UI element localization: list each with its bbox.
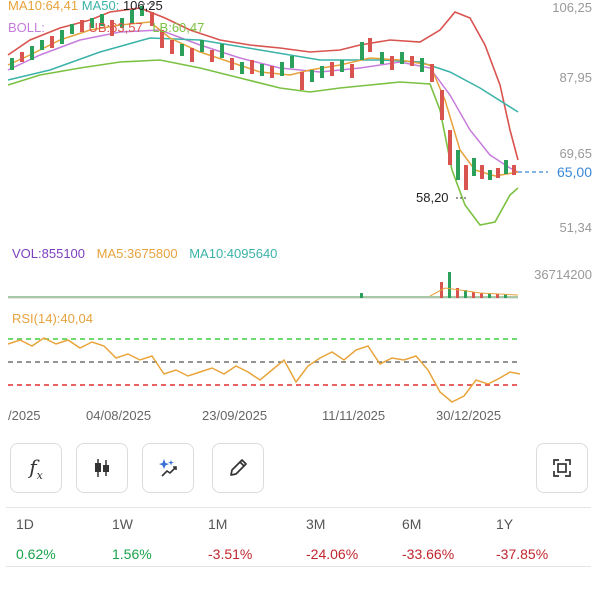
ma10-legend: MA10:64,41 <box>8 0 79 13</box>
ub-legend: UB:63,57 <box>88 20 143 35</box>
date-label: 30/12/2025 <box>436 408 502 423</box>
volume-chart[interactable] <box>0 268 600 304</box>
perf-period-label: 1W <box>112 516 133 532</box>
perf-change-value: -24.06% <box>306 546 359 562</box>
perf-period-label: 1M <box>208 516 228 532</box>
draw-button[interactable] <box>212 443 264 493</box>
perf-cell-1y[interactable]: 1Y -37.85% <box>496 516 548 562</box>
date-label: 11/11/2025 <box>322 408 386 423</box>
volume-legend: VOL:855100 MA5:3675800 MA10:4095640 <box>12 246 277 261</box>
low-price-marker: 58,20 <box>416 190 449 205</box>
candlestick-icon <box>95 459 109 477</box>
price-axis-label-top: 106,25 <box>552 0 592 15</box>
indicator-button[interactable]: fx <box>10 443 62 493</box>
ma50-legend: MA50: <box>81 0 120 13</box>
perf-period-label: 3M <box>306 516 326 532</box>
vol-ma10-legend: MA10:4095640 <box>189 246 278 261</box>
perf-cell-3m[interactable]: 3M -24.06% <box>306 516 358 562</box>
perf-period-label: 6M <box>402 516 422 532</box>
perf-change-value: -3.51% <box>208 546 253 562</box>
current-price-label: 65,00 <box>556 164 592 180</box>
lb-legend: LB:60,47 <box>152 20 205 35</box>
ai-sparkle-icon <box>159 459 177 477</box>
price-chart[interactable] <box>0 0 600 240</box>
price-legend-row2: BOLL: UB:63,57 LB:60,47 <box>8 20 204 35</box>
ma10-line <box>7 21 519 177</box>
perf-cell-1w[interactable]: 1W 1.56% <box>112 516 152 562</box>
performance-table: 1D 0.62% 1W 1.56% 1M -3.51% 3M -24.06% 6… <box>6 507 591 567</box>
candlesticks <box>10 6 516 190</box>
chart-toolbar: fx <box>0 443 600 495</box>
perf-change-value: -33.66% <box>402 546 455 562</box>
price-axis-label: 87,95 <box>559 70 592 85</box>
perf-period-label: 1D <box>16 516 34 532</box>
date-label: 04/08/2025 <box>86 408 152 423</box>
rsi-line <box>7 337 521 403</box>
chart-type-button[interactable] <box>76 443 128 493</box>
date-label: /2025 <box>8 408 41 423</box>
perf-cell-1m[interactable]: 1M -3.51% <box>208 516 252 562</box>
perf-cell-1d[interactable]: 1D 0.62% <box>16 516 56 562</box>
perf-cell-6m[interactable]: 6M -33.66% <box>402 516 454 562</box>
date-label: 23/09/2025 <box>202 408 268 423</box>
vol-legend: VOL:855100 <box>12 246 86 261</box>
rsi-chart[interactable] <box>0 330 600 405</box>
indicator-fx-icon: fx <box>29 454 43 482</box>
price-axis-label: 69,65 <box>559 146 592 161</box>
fullscreen-icon <box>553 459 571 477</box>
perf-change-value: -37.85% <box>496 546 549 562</box>
fullscreen-button[interactable] <box>536 443 588 493</box>
vol-ma5-legend: MA5:3675800 <box>96 246 178 261</box>
perf-period-label: 1Y <box>496 516 514 532</box>
ma50-line <box>7 37 519 113</box>
price-axis-label-bottom: 51,34 <box>559 220 592 235</box>
volume-axis-label: 36714200 <box>534 267 592 282</box>
perf-change-value: 0.62% <box>16 546 56 562</box>
rsi-legend: RSI(14):40,04 <box>12 311 93 326</box>
volume-bars <box>8 272 518 298</box>
date-axis: /2025 04/08/2025 23/09/2025 11/11/2025 3… <box>0 408 600 428</box>
bollinger-lower-band <box>7 59 519 226</box>
price-legend-row1: MA10:64,41 MA50: 106,25 <box>8 0 163 13</box>
boll-legend: BOLL: <box>8 20 45 35</box>
pencil-draw-icon <box>230 459 247 476</box>
high-price-marker: 106,25 <box>122 0 163 13</box>
perf-change-value: 1.56% <box>112 546 152 562</box>
ai-analysis-button[interactable] <box>142 443 194 493</box>
